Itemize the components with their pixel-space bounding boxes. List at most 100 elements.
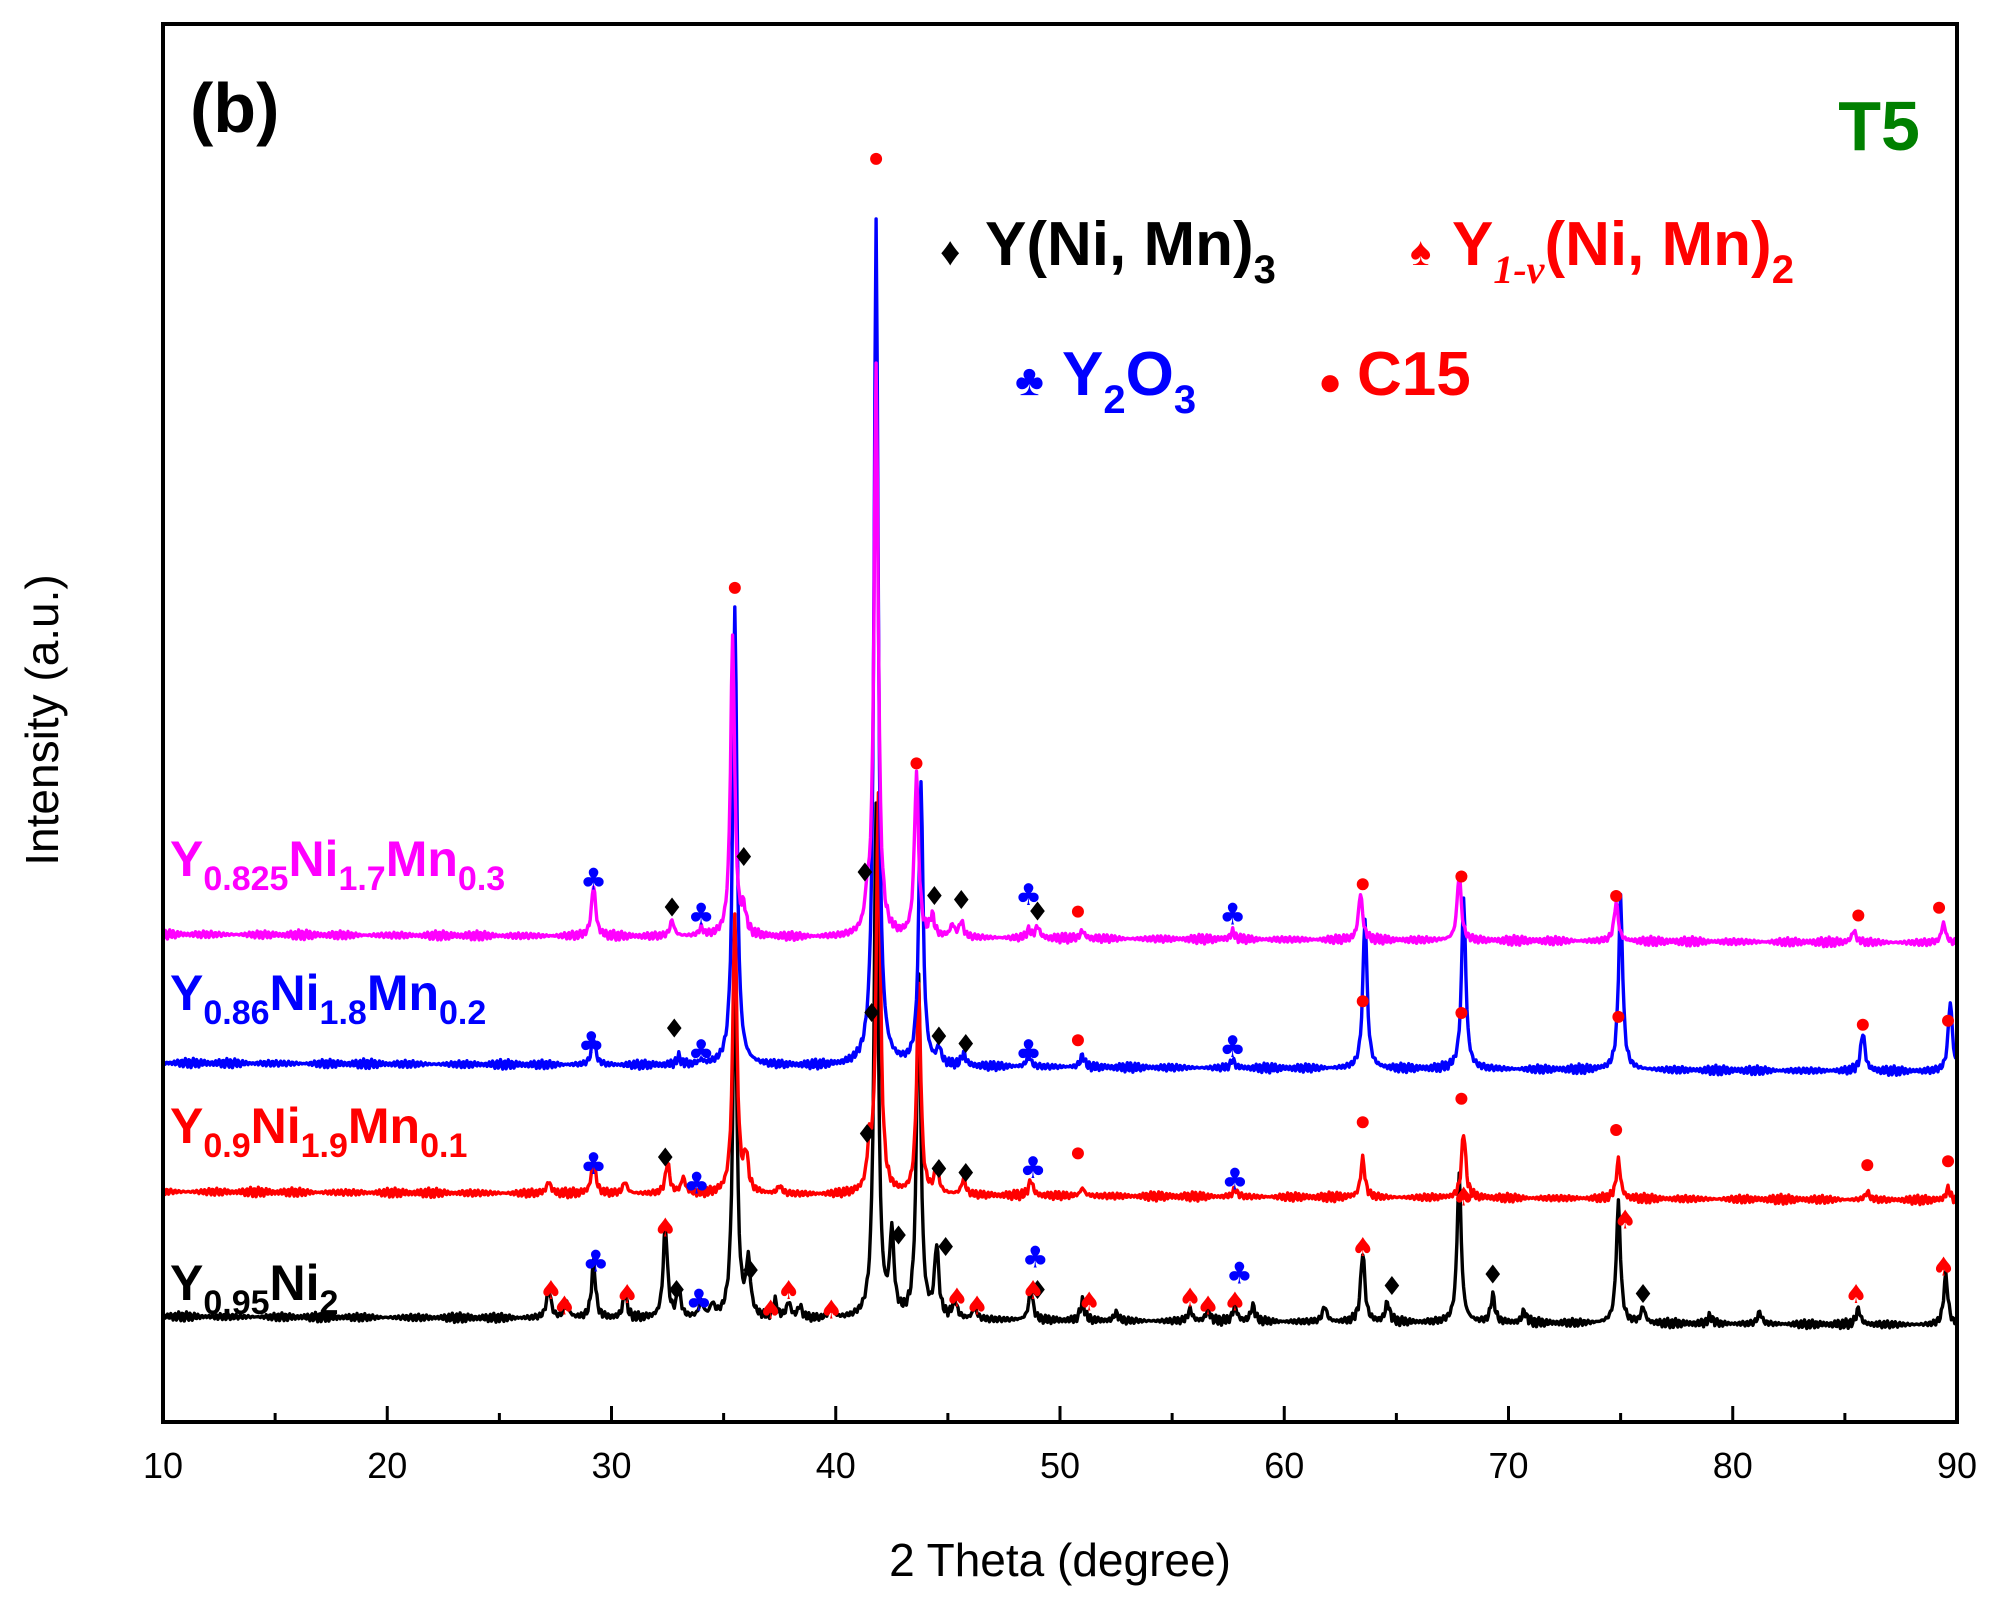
club-marker: ♣: [1219, 898, 1246, 933]
club-marker: ♣: [1226, 1256, 1253, 1291]
legend-label-2: (Ni, Mn): [1544, 210, 1771, 279]
spade-marker: ♠: [616, 1280, 639, 1310]
series-line: [161, 361, 1958, 949]
c15-marker: [1071, 1034, 1084, 1047]
legend-label: Y(Ni, Mn): [985, 210, 1254, 279]
legend-entry-y2o3: ♣ Y2O3: [1015, 340, 1196, 422]
spade-marker: ♠: [759, 1295, 782, 1325]
legend-subscript-2: 2: [1772, 248, 1794, 292]
diamond-marker: ♦: [887, 1221, 910, 1251]
c15-marker: [1852, 909, 1865, 922]
diamond-marker: ♦: [665, 1276, 688, 1306]
x-tick-label: 30: [591, 1445, 631, 1486]
c15-marker: [1933, 901, 1946, 914]
legend-subscript: 3: [1254, 248, 1276, 292]
spade-marker: ♠: [965, 1292, 988, 1322]
c15-marker: [910, 757, 923, 770]
spade-marker: ♠: [945, 1284, 968, 1314]
spade-marker: ♠: [654, 1214, 677, 1244]
svg-text:Y1-v(Ni, Mn)2: Y1-v(Ni, Mn)2: [1452, 210, 1794, 292]
diamond-marker: ♦: [950, 886, 973, 916]
spade-marker: ♠: [1077, 1288, 1100, 1318]
x-tick-label: 10: [143, 1445, 183, 1486]
c15-marker: [1942, 1155, 1955, 1168]
c15-marker: [870, 152, 883, 165]
c15-marker: [1942, 1014, 1955, 1027]
diamond-marker: ♦: [927, 1022, 950, 1052]
legend: ♦ Y(Ni, Mn)3 ♠ Y1-v(Ni, Mn)2 ♣ Y2O3 ● C1…: [940, 210, 1794, 422]
c15-marker: [1356, 1116, 1369, 1129]
spade-marker: ♠: [1351, 1233, 1374, 1263]
diamond-marker: ♦: [954, 1030, 977, 1060]
svg-text:Y(Ni, Mn)3: Y(Ni, Mn)3: [985, 210, 1276, 292]
spade-marker: ♠: [1844, 1280, 1867, 1310]
club-marker: ♣: [1221, 1163, 1248, 1198]
club-marker: ♣: [683, 1167, 710, 1202]
diamond-marker: ♦: [954, 1159, 977, 1189]
legend-subscript-2: 3: [1174, 378, 1196, 422]
legend-label: Y: [1452, 210, 1493, 279]
diamond-marker: ♦: [739, 1256, 762, 1286]
series-label: Y0.825Ni1.7Mn0.3: [170, 831, 505, 898]
c15-marker: [1610, 1124, 1623, 1136]
c15-marker: [1455, 1007, 1468, 1019]
c15-marker: [728, 581, 741, 594]
legend-label: C15: [1357, 340, 1471, 409]
c15-marker: [1610, 890, 1623, 902]
diamond-marker: ♦: [860, 999, 883, 1029]
x-tick-label: 90: [1937, 1445, 1977, 1486]
club-icon: ♣: [1015, 356, 1044, 405]
diamond-marker: ♦: [853, 859, 876, 889]
diamond-marker: ♦: [663, 1015, 686, 1045]
condition-label: T5: [1838, 87, 1920, 165]
club-marker: ♣: [580, 1147, 607, 1182]
spade-marker: ♠: [553, 1292, 576, 1322]
series-line: [161, 217, 1958, 1077]
series-layer: [161, 217, 1958, 1331]
spade-marker: ♠: [1613, 1206, 1636, 1236]
club-marker: ♣: [688, 898, 715, 933]
club-marker: ♣: [578, 1026, 605, 1061]
diamond-marker: ♦: [654, 1143, 677, 1173]
legend-label-2: O: [1126, 340, 1174, 409]
c15-marker: [1356, 995, 1369, 1008]
x-tick-label: 40: [816, 1445, 856, 1486]
c15-marker: [1356, 878, 1369, 891]
x-tick-label: 70: [1488, 1445, 1528, 1486]
spade-marker: ♠: [539, 1276, 562, 1306]
club-marker: ♣: [1015, 1034, 1042, 1069]
series-line: [161, 801, 1958, 1331]
club-marker: ♣: [1020, 1151, 1047, 1186]
c15-marker: [1612, 1010, 1625, 1023]
diamond-marker: ♦: [732, 843, 755, 873]
club-marker: ♣: [688, 1034, 715, 1069]
x-tick-label: 20: [367, 1445, 407, 1486]
diamond-marker: ♦: [1631, 1280, 1654, 1310]
spade-marker: ♠: [1223, 1288, 1246, 1318]
legend-subscript: 2: [1103, 378, 1125, 422]
diamond-marker: ♦: [923, 882, 946, 912]
club-marker: ♣: [580, 862, 607, 897]
x-tick-label: 60: [1264, 1445, 1304, 1486]
series-label: Y0.86Ni1.8Mn0.2: [170, 965, 486, 1032]
legend-subscript: 1-v: [1493, 247, 1545, 292]
x-tick-label: 50: [1040, 1445, 1080, 1486]
x-axis-ticks: 10 20 30 40 50 60 70 80 90: [143, 1406, 1977, 1486]
spade-marker: ♠: [1021, 1276, 1044, 1306]
c15-marker: [1455, 1092, 1468, 1105]
club-marker: ♣: [1022, 1241, 1049, 1276]
c15-marker: [1071, 1147, 1084, 1160]
series-label: Y0.95Ni2: [170, 1255, 338, 1322]
club-marker: ♣: [1015, 878, 1042, 913]
diamond-marker: ♦: [1481, 1260, 1504, 1290]
x-tick-label: 80: [1713, 1445, 1753, 1486]
c15-marker: [1856, 1018, 1869, 1031]
series-line: [161, 791, 1958, 1207]
spade-icon: ♠: [1410, 230, 1431, 274]
legend-entry-c15: ● C15: [1318, 340, 1471, 409]
legend-entry-y-ni-mn-3: ♦ Y(Ni, Mn)3: [940, 210, 1276, 292]
spade-marker: ♠: [1932, 1253, 1955, 1283]
marker-layer: ♦♦♦ ♦♦ ♦ ♦♦♦♦♦ ♦♦♦♦ ♦♦♦♦♦ ♦ ♦♠♠ ♠♠♠♠♠ ♠♠♠ ♠ ♠♠ ♠♠♠♠♠…: [539, 152, 1955, 1325]
spade-marker: ♠: [1178, 1284, 1201, 1314]
